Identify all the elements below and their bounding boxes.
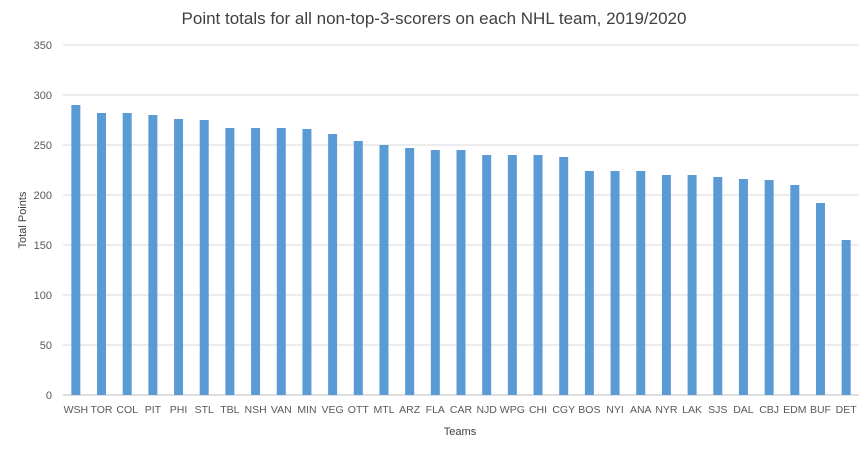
bar-car	[456, 150, 466, 395]
chart-title: Point totals for all non-top-3-scorers o…	[182, 9, 687, 28]
x-tick-label: DET	[836, 404, 858, 416]
x-tick-label: OTT	[348, 404, 370, 416]
x-tick-label: CGY	[552, 404, 575, 416]
x-tick-label: NJD	[476, 404, 497, 416]
x-tick-label: TBL	[220, 404, 239, 416]
bar-njd	[482, 155, 492, 395]
x-tick-label: PHI	[170, 404, 188, 416]
x-tick-label: BOS	[578, 404, 600, 416]
y-axis-ticks: 0 50 100 150 200 250 300 350	[34, 40, 52, 402]
x-tick-label: ARZ	[399, 404, 421, 416]
y-tick-label: 0	[46, 390, 52, 402]
x-axis-ticks: WSH TOR COL PIT PHI STL TBL NSH VAN MIN VEG OTT MTL A…	[64, 404, 858, 416]
x-tick-label: FLA	[426, 404, 445, 416]
bar-bos	[584, 171, 594, 395]
bar-pit	[148, 115, 158, 395]
x-tick-label: EDM	[783, 404, 806, 416]
x-tick-label: VAN	[271, 404, 292, 416]
x-tick-label: LAK	[682, 404, 702, 416]
y-tick-label: 150	[34, 240, 52, 252]
bar-chi	[533, 155, 543, 395]
x-tick-label: ANA	[630, 404, 652, 416]
bar-tbl	[225, 128, 235, 395]
bar-lak	[687, 175, 697, 395]
x-tick-label: TOR	[91, 404, 113, 416]
bar-arz	[405, 148, 415, 395]
bar-fla	[430, 150, 440, 395]
bar-mtl	[379, 145, 389, 395]
x-tick-label: SJS	[708, 404, 727, 416]
x-tick-label: DAL	[733, 404, 754, 416]
x-tick-label: VEG	[322, 404, 344, 416]
bar-dal	[738, 179, 748, 395]
bar-edm	[790, 185, 800, 395]
x-tick-label: NYR	[655, 404, 678, 416]
x-tick-label: COL	[116, 404, 138, 416]
bar-van	[276, 128, 286, 395]
bar-col	[122, 113, 132, 395]
x-axis-label: Teams	[444, 426, 477, 438]
x-tick-label: CAR	[450, 404, 473, 416]
bar-sjs	[713, 177, 723, 395]
x-tick-label: BUF	[810, 404, 831, 416]
x-tick-label: CHI	[529, 404, 547, 416]
x-tick-label: WSH	[64, 404, 89, 416]
bar-ott	[353, 141, 363, 395]
x-tick-label: MIN	[297, 404, 316, 416]
x-tick-label: NSH	[244, 404, 266, 416]
bar-nyi	[610, 171, 620, 395]
x-tick-label: STL	[195, 404, 214, 416]
x-tick-label: MTL	[373, 404, 394, 416]
bars	[71, 105, 851, 395]
y-tick-label: 200	[34, 190, 52, 202]
bar-phi	[174, 119, 184, 395]
y-axis-label: Total Points	[17, 191, 29, 248]
x-tick-label: PIT	[145, 404, 162, 416]
x-tick-label: WPG	[500, 404, 525, 416]
bar-min	[302, 129, 312, 395]
bar-cbj	[764, 180, 774, 395]
bar-veg	[328, 134, 338, 395]
bar-wsh	[71, 105, 81, 395]
bar-cgy	[559, 157, 569, 395]
y-tick-label: 300	[34, 90, 52, 102]
y-tick-label: 100	[34, 290, 52, 302]
y-tick-label: 50	[40, 340, 52, 352]
bar-det	[841, 240, 851, 395]
bar-ana	[636, 171, 646, 395]
x-tick-label: NYI	[606, 404, 624, 416]
bar-buf	[815, 203, 825, 395]
bar-tor	[97, 113, 107, 395]
bar-nyr	[661, 175, 671, 395]
x-tick-label: CBJ	[759, 404, 779, 416]
bar-wpg	[507, 155, 517, 395]
bar-stl	[199, 120, 209, 395]
y-tick-label: 350	[34, 40, 52, 52]
y-tick-label: 250	[34, 140, 52, 152]
bar-nsh	[251, 128, 261, 395]
